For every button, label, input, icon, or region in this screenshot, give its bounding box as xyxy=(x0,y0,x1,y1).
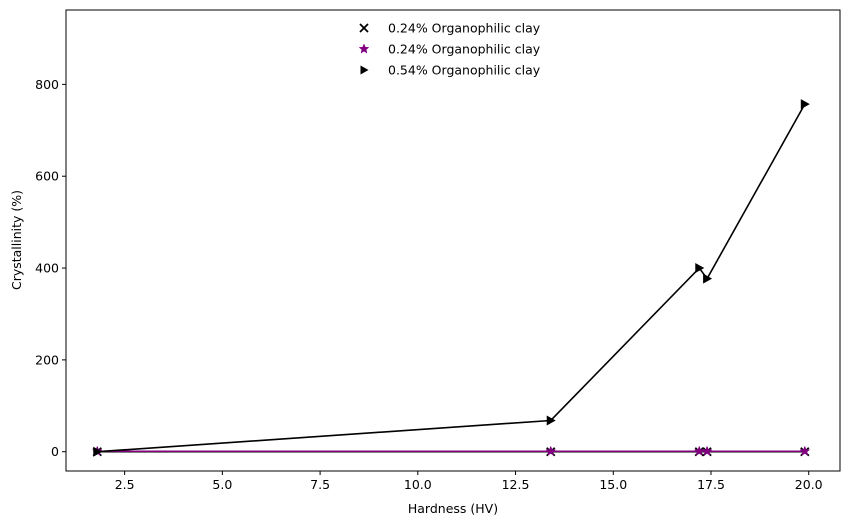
x-axis-title: Hardness (HV) xyxy=(408,501,498,516)
legend-item: 0.54% Organophilic clay xyxy=(360,63,541,78)
legend-marker xyxy=(358,43,370,54)
legend: 0.24% Organophilic clay 0.24% Organophili… xyxy=(358,21,541,78)
data-point xyxy=(695,263,705,274)
x-tick-label: 12.5 xyxy=(502,477,530,492)
x-tick-label: 5.0 xyxy=(212,477,232,492)
data-point xyxy=(703,273,713,284)
data-point xyxy=(701,445,713,456)
x-tick-label: 10.0 xyxy=(404,477,432,492)
series-layer xyxy=(91,99,811,457)
legend-marker xyxy=(360,65,369,75)
y-tick-label: 600 xyxy=(35,169,59,184)
x-tick-label: 17.5 xyxy=(697,477,725,492)
series-line xyxy=(97,103,806,453)
data-point xyxy=(546,415,556,426)
x-tick-label: 20.0 xyxy=(795,477,823,492)
data-point xyxy=(93,446,103,457)
data-point xyxy=(545,445,557,456)
legend-item: 0.24% Organophilic clay xyxy=(358,42,541,57)
legend-label: 0.54% Organophilic clay xyxy=(388,63,541,78)
y-tick-label: 200 xyxy=(35,352,59,367)
legend-marker-stroke-b xyxy=(359,23,369,33)
legend-item: 0.24% Organophilic clay xyxy=(359,21,541,36)
x-axis: 2.5 5.0 7.5 10.0 12.5 15.0 17.5 20.0 xyxy=(115,471,823,492)
y-axis: 0 200 400 600 800 xyxy=(35,77,66,459)
legend-label: 0.24% Organophilic clay xyxy=(388,42,541,57)
data-point xyxy=(799,445,811,456)
series-3-points xyxy=(93,99,810,457)
legend-marker xyxy=(359,23,369,33)
legend-label: 0.24% Organophilic clay xyxy=(388,21,541,36)
y-tick-label: 800 xyxy=(35,77,59,92)
y-tick-label: 400 xyxy=(35,261,59,276)
x-tick-label: 15.0 xyxy=(599,477,627,492)
plot-frame xyxy=(65,9,841,472)
y-axis-title: Crystallinity (%) xyxy=(9,190,24,290)
series-3 xyxy=(97,103,806,453)
x-tick-label: 2.5 xyxy=(115,477,135,492)
data-point xyxy=(800,99,810,110)
x-tick-label: 7.5 xyxy=(310,477,330,492)
y-tick-label: 0 xyxy=(51,444,59,459)
